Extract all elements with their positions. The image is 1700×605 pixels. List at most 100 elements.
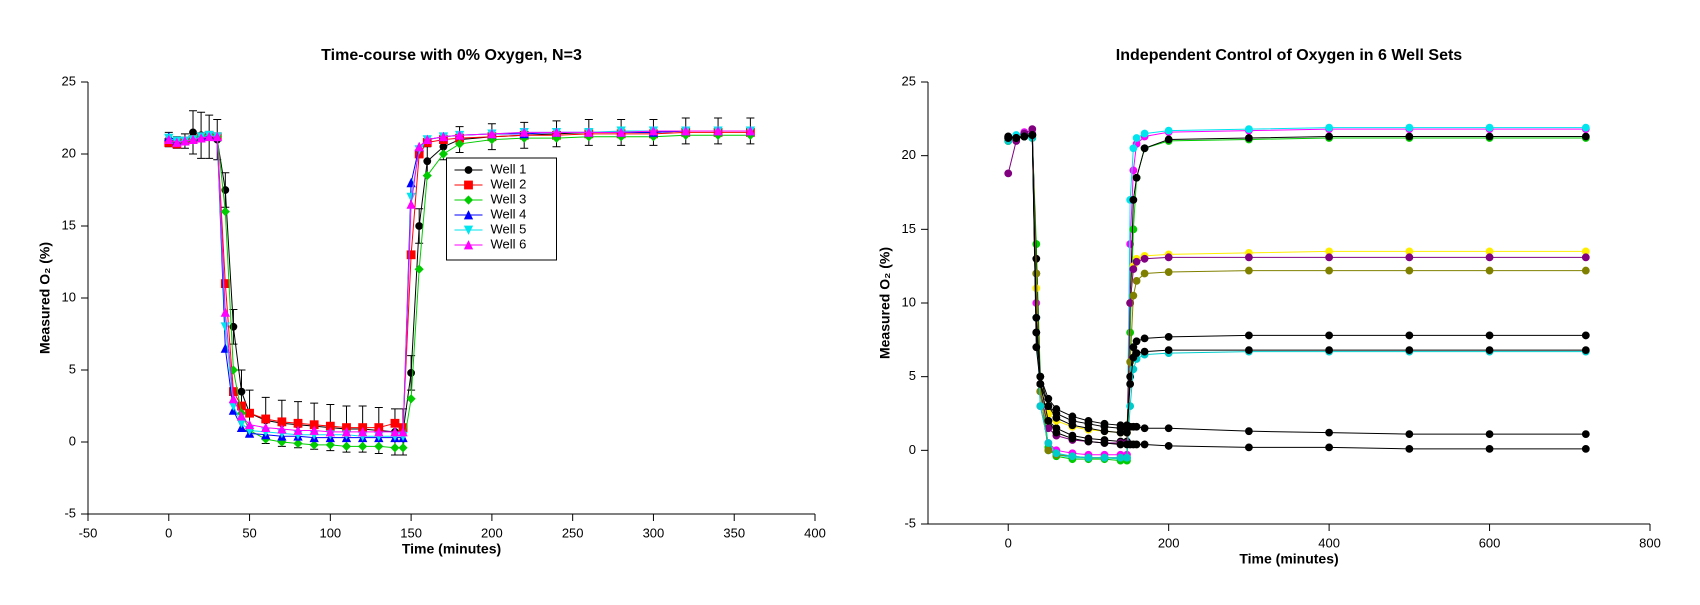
marker [438,131,449,142]
x-tick-label: 350 [723,525,745,540]
marker [1044,416,1053,425]
marker [1126,380,1135,388]
marker [454,130,465,140]
marker [228,401,239,411]
y-axis-label: Measured O₂ (%) [877,247,893,359]
marker [1129,343,1138,352]
marker [1129,144,1138,153]
marker [1100,439,1109,447]
marker [1140,144,1149,153]
marker [1132,422,1141,431]
marker [220,307,230,317]
marker [1123,453,1131,462]
data-line [1008,134,1586,442]
marker [236,411,247,421]
data-line [1008,136,1586,459]
marker [398,443,408,453]
y-tick-label: 10 [62,289,76,304]
marker [414,264,424,274]
marker [1581,266,1590,275]
marker [455,139,465,149]
marker [1140,424,1149,433]
marker [422,134,432,145]
series [1004,131,1590,446]
marker [390,418,400,428]
marker [1129,166,1138,175]
marker [1052,449,1061,458]
marker [1581,253,1590,262]
x-tick-label: 150 [400,525,422,540]
series [1004,132,1590,462]
marker [1100,419,1109,428]
legend-label: Well 4 [491,206,527,221]
marker [438,149,448,159]
marker [1485,123,1494,132]
marker [309,440,319,450]
marker [1129,195,1138,204]
marker [244,419,255,430]
marker [1325,428,1334,437]
marker [1164,332,1173,341]
series [1004,131,1590,437]
marker [1485,132,1494,141]
marker [1032,269,1041,278]
marker [1100,453,1109,462]
data-line [1008,134,1586,434]
marker [406,192,416,203]
marker [341,441,352,451]
marker [1485,444,1494,453]
x-tick-label: 0 [1005,535,1012,550]
y-tick-label: 10 [902,294,916,309]
marker [1132,173,1141,182]
marker [463,210,474,220]
marker [293,438,303,449]
marker [1244,427,1253,436]
marker [463,240,474,250]
marker [1164,253,1173,262]
marker [1020,132,1029,141]
series [1004,131,1590,465]
marker [1581,430,1590,439]
marker [204,131,214,142]
marker [406,250,416,260]
marker [1164,424,1173,433]
marker [1004,169,1013,178]
marker [406,394,416,404]
marker [406,199,416,209]
marker [1100,427,1109,436]
marker [464,166,473,174]
marker [1116,440,1125,449]
marker [1116,453,1125,462]
chart-title: Time-course with 0% Oxygen, N=3 [321,47,582,64]
series [1004,123,1590,464]
series [1004,131,1590,439]
marker [220,322,230,332]
marker [261,422,271,433]
y-tick-label: 20 [62,145,76,160]
marker [1084,437,1093,446]
data-line [1008,134,1586,462]
marker [487,128,497,139]
marker [1044,439,1053,447]
marker [1126,299,1135,307]
y-tick-label: 15 [902,221,916,236]
marker [228,393,239,404]
x-tick-label: 200 [481,525,503,540]
marker [648,126,659,136]
marker [1581,123,1590,132]
x-axis-label: Time (minutes) [1239,551,1338,567]
x-tick-label: 600 [1479,535,1501,550]
marker [1140,334,1149,343]
marker [1164,135,1173,144]
marker [1132,257,1141,266]
y-tick-label: 5 [69,361,76,376]
y-tick-label: 5 [909,368,916,383]
marker [390,427,400,437]
marker [1052,405,1061,413]
marker [1068,412,1077,421]
marker [1004,134,1013,142]
legend-box [446,157,557,261]
marker [1126,328,1135,337]
series [164,126,756,437]
x-tick-label: 200 [1158,535,1180,550]
